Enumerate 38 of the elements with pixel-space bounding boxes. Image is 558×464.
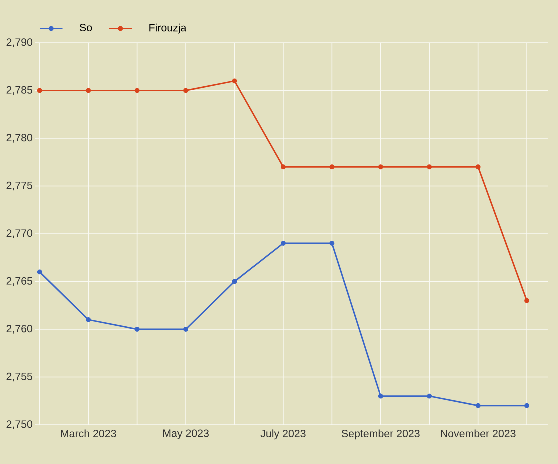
y-tick-label: 2,780	[6, 134, 33, 143]
y-tick-label: 2,760	[6, 325, 33, 334]
legend-label: Firouzja	[150, 24, 187, 34]
y-tick-label: 2,750	[6, 420, 33, 430]
point	[184, 88, 188, 94]
point	[280, 164, 286, 170]
point	[330, 241, 335, 246]
y-tick-label: 2,775	[6, 182, 33, 191]
point	[232, 78, 238, 84]
point	[378, 394, 384, 399]
point	[476, 403, 481, 408]
x-tick-label: July 2023	[260, 430, 306, 440]
legend-label: So	[80, 24, 92, 32]
y-tick-label: 2,765	[6, 277, 33, 286]
point	[427, 394, 432, 399]
y-tick-label: 2,790	[6, 38, 33, 48]
y-tick-label: 2,770	[6, 230, 33, 238]
point	[524, 298, 530, 304]
point	[524, 403, 530, 408]
point	[37, 88, 42, 94]
point	[134, 327, 140, 332]
x-tick-label: May 2023	[163, 430, 209, 440]
point	[330, 164, 335, 170]
point	[232, 279, 238, 284]
point	[184, 327, 188, 332]
point	[86, 88, 92, 94]
point	[378, 164, 384, 170]
y-tick-label: 2,785	[6, 86, 33, 96]
point	[37, 270, 42, 275]
point	[280, 241, 286, 246]
point	[476, 164, 481, 170]
point	[134, 88, 140, 94]
point	[86, 317, 92, 322]
point	[427, 164, 432, 170]
x-tick-label: September 2023	[342, 430, 420, 440]
y-tick-label: 2,755	[6, 372, 33, 382]
x-tick-label: November 2023	[441, 430, 516, 438]
x-tick-label: March 2023	[61, 430, 116, 438]
